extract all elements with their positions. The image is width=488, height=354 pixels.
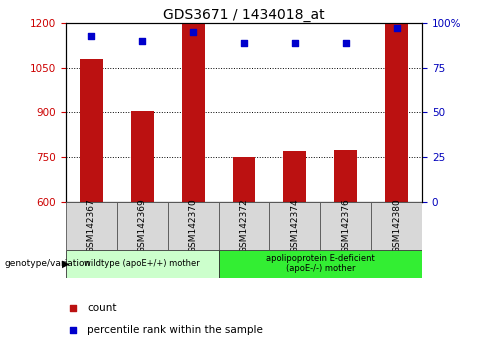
Text: GSM142372: GSM142372 <box>240 198 248 253</box>
Text: GSM142376: GSM142376 <box>341 198 350 253</box>
Point <box>240 40 248 46</box>
Text: wildtype (apoE+/+) mother: wildtype (apoE+/+) mother <box>84 259 200 268</box>
Text: GSM142367: GSM142367 <box>87 198 96 253</box>
Bar <box>385 24 408 202</box>
Text: GSM142369: GSM142369 <box>138 198 147 253</box>
Bar <box>371 202 422 250</box>
Text: percentile rank within the sample: percentile rank within the sample <box>87 325 263 335</box>
Text: count: count <box>87 303 117 313</box>
Bar <box>219 202 269 250</box>
Point <box>393 25 401 31</box>
Text: GSM142370: GSM142370 <box>188 198 198 253</box>
Text: apolipoprotein E-deficient
(apoE-/-) mother: apolipoprotein E-deficient (apoE-/-) mot… <box>266 254 375 273</box>
Point <box>69 327 77 332</box>
Bar <box>284 151 306 202</box>
Point <box>138 38 146 44</box>
Bar <box>334 150 357 202</box>
Text: ▶: ▶ <box>62 259 70 269</box>
Point <box>69 305 77 310</box>
Bar <box>219 250 422 278</box>
Bar <box>66 250 219 278</box>
Text: genotype/variation: genotype/variation <box>5 259 91 268</box>
Point <box>189 29 197 35</box>
Point <box>87 33 95 38</box>
Point <box>342 40 350 46</box>
Bar <box>80 59 103 202</box>
Text: GSM142374: GSM142374 <box>290 198 300 253</box>
Bar <box>66 202 117 250</box>
Title: GDS3671 / 1434018_at: GDS3671 / 1434018_at <box>163 8 325 22</box>
Bar <box>117 202 168 250</box>
Bar <box>168 202 219 250</box>
Bar <box>233 157 255 202</box>
Point <box>291 40 299 46</box>
Bar <box>269 202 320 250</box>
Bar <box>131 111 154 202</box>
Bar <box>182 23 204 202</box>
Text: GSM142380: GSM142380 <box>392 198 401 253</box>
Bar <box>320 202 371 250</box>
